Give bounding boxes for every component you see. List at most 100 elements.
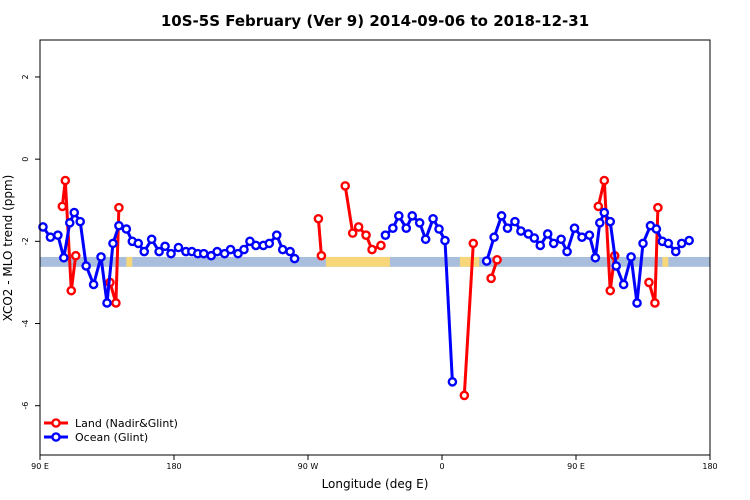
series-1-point-0-16 <box>139 246 150 257</box>
series-1-point-0-0 <box>38 222 48 232</box>
series-1-point-1-8 <box>434 224 444 234</box>
series-0-point-3-4 <box>367 244 377 255</box>
x-tick-label-5: 180 <box>702 462 717 471</box>
series-1-point-2-21 <box>618 279 629 290</box>
series-1-point-2-5 <box>516 226 526 236</box>
series-1-point-0-1 <box>45 232 56 243</box>
series-1-point-2-24 <box>638 238 648 249</box>
series-0-point-0-0 <box>57 201 68 212</box>
series-1-point-0-38 <box>285 246 295 257</box>
series-0-line-3 <box>343 185 382 252</box>
series-0-line-2 <box>316 218 323 256</box>
series-1-point-2-3 <box>502 223 513 233</box>
series-1-point-2-15 <box>584 230 595 240</box>
land-ocean-bar <box>40 256 710 267</box>
series-1-point-2-9 <box>542 229 553 239</box>
series-1-point-0-18 <box>154 246 164 257</box>
series-1-point-2-28 <box>663 238 674 249</box>
series-1-point-2-14 <box>577 232 587 243</box>
series-1-point-2-10 <box>548 238 559 249</box>
series-0-point-3-3 <box>361 230 371 240</box>
series-0-point-3-1 <box>347 228 358 238</box>
series-1-point-1-10 <box>447 377 458 387</box>
series-1-point-0-35 <box>264 238 275 249</box>
series-0-point-0-2 <box>66 285 77 296</box>
series-1-point-2-22 <box>626 252 636 262</box>
series-0-point-1-2 <box>114 202 124 213</box>
series-1-point-2-17 <box>595 218 605 228</box>
plot-frame <box>39 39 711 456</box>
series-1-point-0-6 <box>75 216 85 227</box>
series-1-point-2-30 <box>676 238 687 249</box>
series-1-point-2-12 <box>562 246 572 257</box>
series-1-point-1-4 <box>407 211 418 221</box>
series-0-point-3-0 <box>340 181 351 191</box>
chart-title: 10S-5S February (Ver 9) 2014-09-06 to 20… <box>161 12 589 30</box>
series-1-point-2-23 <box>632 298 642 308</box>
legend-label-1: Ocean (Glint) <box>75 431 148 444</box>
series-1-point-0-10 <box>102 298 112 308</box>
series-1-point-1-7 <box>428 213 438 224</box>
series-1-point-2-8 <box>535 240 546 251</box>
series-1-point-0-3 <box>59 252 69 263</box>
series-1-point-1-1 <box>388 223 398 233</box>
series-0-point-2-1 <box>316 250 327 261</box>
land-band-0 <box>126 256 133 267</box>
series-1-point-0-13 <box>121 224 132 234</box>
series-0-point-3-2 <box>353 222 364 232</box>
series-1-point-2-16 <box>590 252 601 263</box>
series-0-point-6-0 <box>593 201 604 212</box>
series-0-line-6 <box>596 179 617 293</box>
legend-marker-0 <box>51 418 61 428</box>
legend: Land (Nadir&Glint)Ocean (Glint) <box>44 417 178 444</box>
series-layer <box>38 175 694 401</box>
series-0-point-7-2 <box>653 202 663 213</box>
series-1-point-2-26 <box>651 224 662 234</box>
series-1-point-0-12 <box>114 220 124 231</box>
series-0-point-6-1 <box>599 175 610 186</box>
series-1-point-2-11 <box>556 234 566 245</box>
y-tick-label-1: 0 <box>21 157 30 162</box>
series-1-point-2-0 <box>481 256 492 266</box>
series-1-point-2-4 <box>510 216 520 227</box>
series-1-point-0-21 <box>173 242 184 253</box>
legend-marker-1 <box>51 432 61 442</box>
x-tick-label-4: 90 E <box>567 462 585 471</box>
y-tick-label-0: 2 <box>21 74 30 79</box>
series-1-point-0-4 <box>64 218 75 228</box>
land-band-2 <box>459 256 480 267</box>
series-1-point-2-20 <box>611 261 622 271</box>
series-0-point-0-1 <box>60 175 71 186</box>
series-1-point-1-6 <box>420 234 431 245</box>
series-0-point-5-1 <box>492 255 502 265</box>
series-0-point-2-0 <box>313 213 324 224</box>
series-1-point-0-17 <box>146 234 157 245</box>
series-1-point-0-33 <box>251 240 261 251</box>
series-1-point-0-25 <box>198 248 209 259</box>
series-0 <box>57 175 663 401</box>
series-1-point-2-19 <box>605 216 616 227</box>
series-1-point-0-11 <box>108 238 118 249</box>
series-1-point-0-37 <box>277 244 288 255</box>
series-1-point-2-29 <box>670 246 681 257</box>
series-0-point-4-0 <box>459 390 470 401</box>
series-1-point-0-5 <box>69 207 80 218</box>
series-1-point-2-7 <box>529 233 540 243</box>
y-tick-label-2: -2 <box>21 237 30 245</box>
axes: 90 E 180 90 W 0 90 E 180 2 0 -2 -4 -6 <box>21 74 718 471</box>
series-1-point-2-13 <box>569 223 580 233</box>
series-1 <box>38 207 694 387</box>
series-1-point-1-0 <box>380 230 391 240</box>
series-1-point-0-8 <box>88 279 99 290</box>
y-tick-label-3: -4 <box>21 320 30 328</box>
y-tick-label-4: -6 <box>21 402 30 410</box>
series-0-point-5-0 <box>486 273 496 284</box>
series-1-point-1-5 <box>414 218 425 228</box>
series-0-point-1-1 <box>111 298 121 308</box>
series-1-point-2-31 <box>684 235 694 246</box>
series-0-point-4-1 <box>468 238 479 249</box>
series-1-point-0-20 <box>166 248 176 259</box>
x-tick-label-2: 90 W <box>298 462 319 471</box>
series-1-point-1-9 <box>440 235 450 246</box>
series-1-point-2-1 <box>489 232 499 243</box>
